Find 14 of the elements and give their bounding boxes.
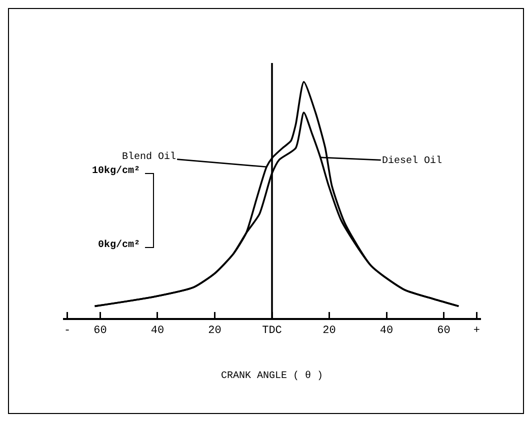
annotation: Blend Oil bbox=[122, 151, 176, 163]
annotation: 10kg/cm² bbox=[92, 166, 140, 177]
annotation: 0kg/cm² bbox=[98, 240, 140, 251]
x-tick-label: 40 bbox=[150, 325, 164, 337]
x-tick-label: 20 bbox=[322, 325, 336, 337]
x-tick-label: - bbox=[64, 325, 71, 337]
annotation: Diesel Oil bbox=[382, 155, 442, 167]
x-tick-label: + bbox=[473, 325, 480, 337]
x-tick-label: 60 bbox=[437, 325, 450, 337]
x-tick-label: 40 bbox=[380, 325, 394, 337]
x-tick-label: 60 bbox=[94, 325, 107, 337]
x-tick-label: TDC bbox=[262, 325, 282, 337]
x-tick-label: 20 bbox=[208, 325, 222, 337]
x-axis-title: CRANK ANGLE ( θ ) bbox=[220, 370, 324, 382]
